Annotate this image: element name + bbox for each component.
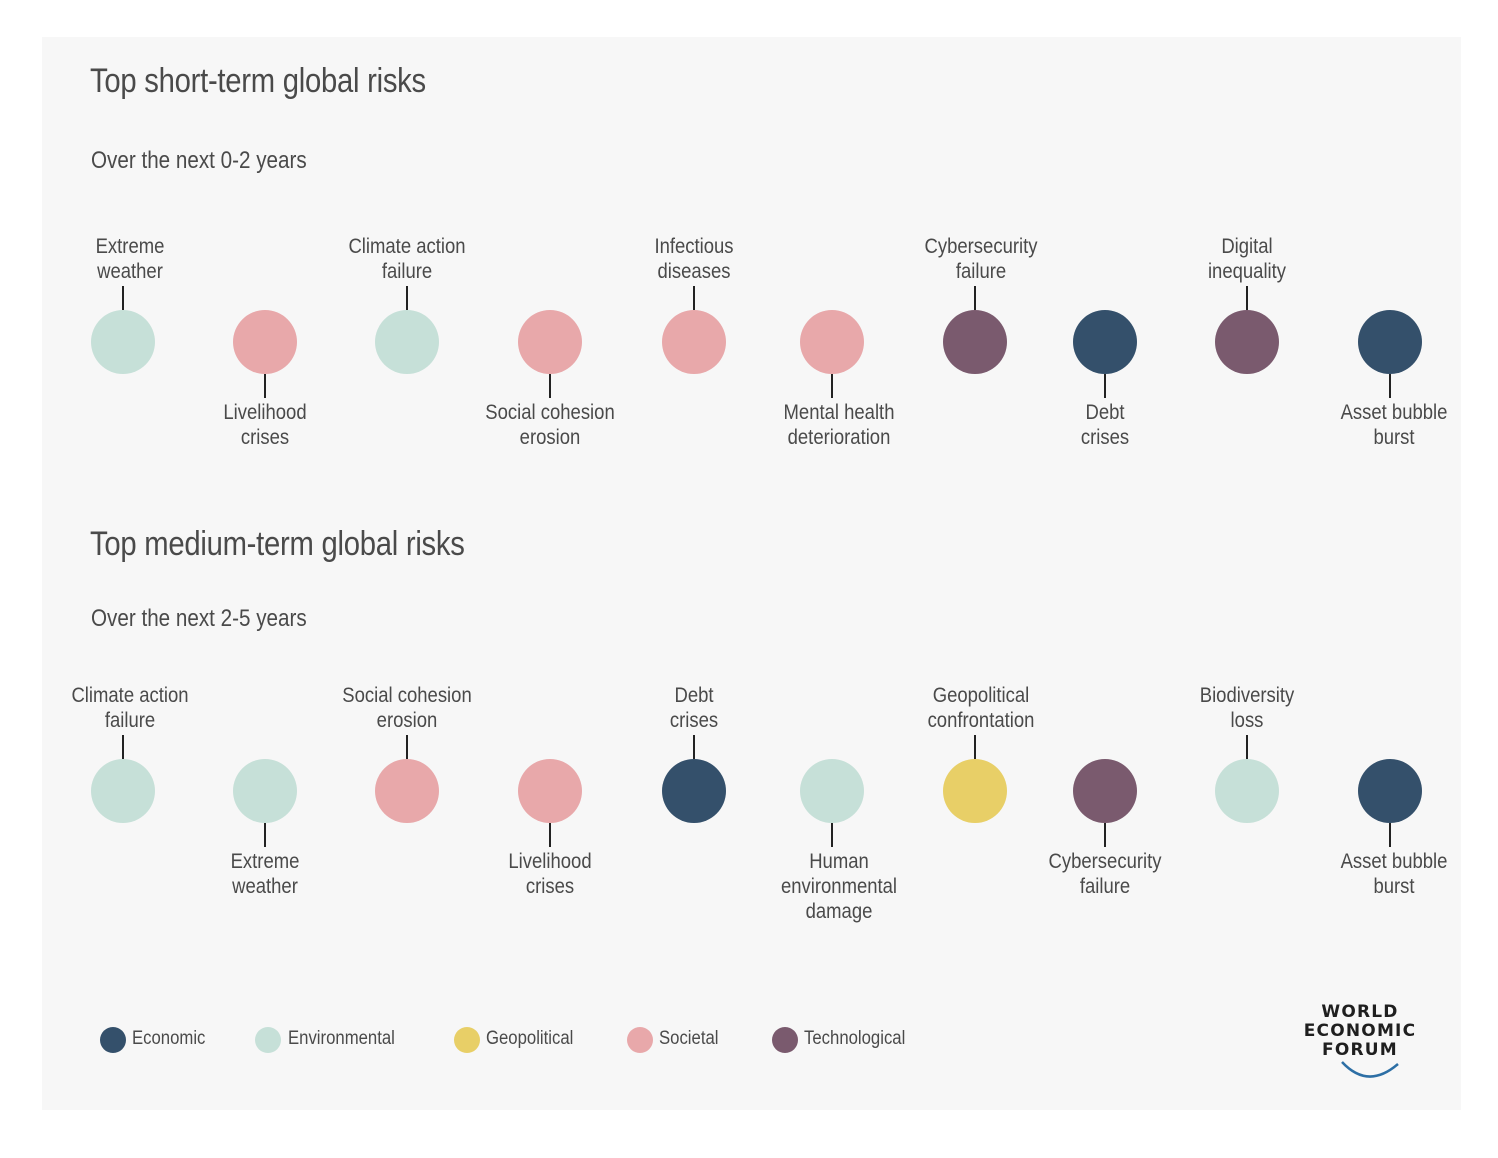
short-term-risk-connector-9 [1246,286,1248,310]
short-term-risk-circle-7 [943,310,1007,374]
legend-label-technological: Technological [804,1028,906,1049]
medium-term-risk-label-6: Human environmental damage [780,850,898,923]
medium-term-risk-circle-8 [1073,759,1137,823]
short-term-risk-circle-6 [800,310,864,374]
short-term-risk-label-10: Asset bubble burst [1340,401,1448,449]
short-term-risk-connector-8 [1104,374,1106,398]
wef-logo: WORLD ECONOMIC FORUM [1290,1000,1430,1080]
medium-term-risk-circle-4 [518,759,582,823]
short-term-risk-label-9: Digital inequality [1207,235,1287,283]
medium-term-risk-label-8: Cybersecurity failure [1048,850,1162,898]
legend-label-environmental: Environmental [288,1028,395,1049]
medium-term-risk-circle-9 [1215,759,1279,823]
medium-term-risk-connector-5 [693,735,695,759]
short-term-risk-circle-8 [1073,310,1137,374]
short-term-risk-connector-2 [264,374,266,398]
logo-line-world: WORLD [1321,1002,1399,1022]
medium-term-risk-label-4: Livelihood crises [508,850,592,898]
short-term-risk-connector-7 [974,286,976,310]
short-term-risk-label-8: Debt crises [1080,401,1130,449]
medium-term-risk-connector-3 [406,735,408,759]
medium-term-risk-connector-6 [831,823,833,847]
medium-term-risk-circle-2 [233,759,297,823]
short-term-risk-circle-10 [1358,310,1422,374]
short-term-risk-connector-10 [1389,374,1391,398]
legend-swatch-economic [100,1027,126,1053]
short-term-risk-label-3: Climate action failure [348,235,466,283]
legend-swatch-technological [772,1027,798,1053]
short-term-risk-label-6: Mental health deterioration [783,401,895,449]
logo-line-forum: FORUM [1322,1040,1398,1060]
short-term-risk-label-5: Infectious diseases [654,235,734,283]
short-term-risk-circle-5 [662,310,726,374]
medium-term-subtitle: Over the next 2-5 years [91,605,307,632]
short-term-risk-circle-3 [375,310,439,374]
short-term-subtitle: Over the next 0-2 years [91,147,307,174]
legend-swatch-societal [627,1027,653,1053]
medium-term-risk-connector-10 [1389,823,1391,847]
logo-arc-icon [1341,1061,1399,1078]
short-term-risk-circle-9 [1215,310,1279,374]
short-term-risk-connector-3 [406,286,408,310]
short-term-risk-connector-5 [693,286,695,310]
medium-term-risk-label-1: Climate action failure [71,684,189,732]
logo-line-economic: ECONOMIC [1303,1021,1417,1041]
legend-swatch-geopolitical [454,1027,480,1053]
short-term-risk-circle-2 [233,310,297,374]
short-term-risk-connector-4 [549,374,551,398]
short-term-risk-connector-1 [122,286,124,310]
medium-term-risk-circle-5 [662,759,726,823]
medium-term-risk-connector-2 [264,823,266,847]
short-term-risk-circle-4 [518,310,582,374]
legend-swatch-environmental [255,1027,281,1053]
medium-term-risk-label-5: Debt crises [669,684,719,732]
legend-label-societal: Societal [659,1028,719,1049]
infographic-panel [42,37,1461,1110]
medium-term-risk-connector-4 [549,823,551,847]
short-term-risk-label-7: Cybersecurity failure [924,235,1038,283]
legend-label-geopolitical: Geopolitical [486,1028,574,1049]
medium-term-risk-circle-7 [943,759,1007,823]
medium-term-risk-circle-3 [375,759,439,823]
legend-label-economic: Economic [132,1028,206,1049]
medium-term-risk-label-3: Social cohesion erosion [342,684,472,732]
medium-term-risk-label-2: Extreme weather [230,850,300,898]
medium-term-risk-circle-1 [91,759,155,823]
medium-term-risk-label-7: Geopolitical confrontation [927,684,1035,732]
medium-term-risk-circle-6 [800,759,864,823]
short-term-risk-label-2: Livelihood crises [223,401,307,449]
medium-term-risk-circle-10 [1358,759,1422,823]
short-term-risk-connector-6 [831,374,833,398]
medium-term-risk-label-10: Asset bubble burst [1340,850,1448,898]
medium-term-risk-connector-8 [1104,823,1106,847]
medium-term-risk-connector-7 [974,735,976,759]
short-term-title: Top short-term global risks [90,62,426,100]
medium-term-risk-label-9: Biodiversity loss [1199,684,1295,732]
short-term-risk-circle-1 [91,310,155,374]
medium-term-title: Top medium-term global risks [90,525,465,563]
short-term-risk-label-1: Extreme weather [95,235,165,283]
medium-term-risk-connector-1 [122,735,124,759]
medium-term-risk-connector-9 [1246,735,1248,759]
short-term-risk-label-4: Social cohesion erosion [485,401,615,449]
